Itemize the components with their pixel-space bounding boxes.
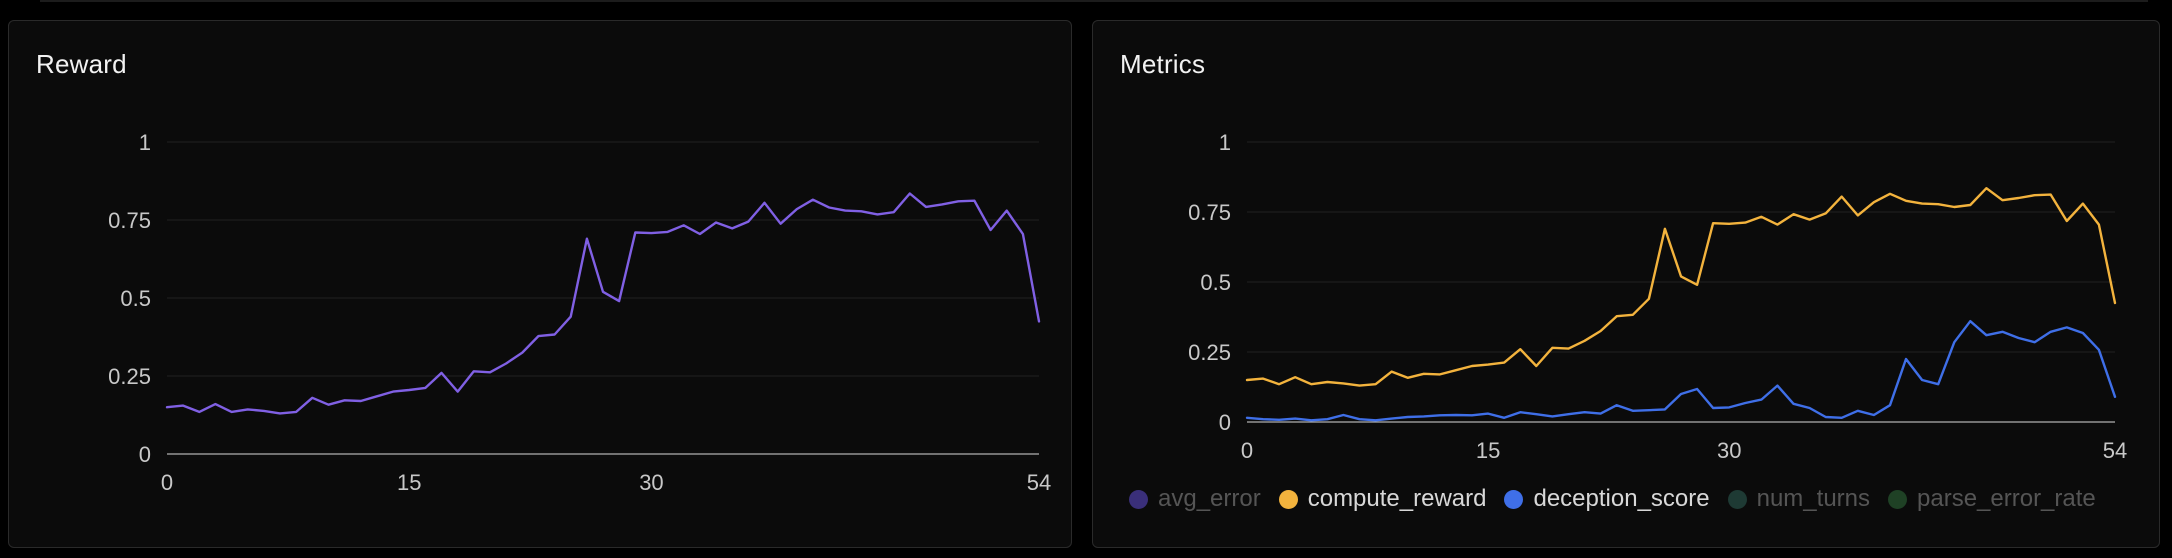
reward-panel-title: Reward [36,49,127,79]
top-divider [40,0,2148,2]
metrics-panel: Metrics 0 0.25 0.5 0.75 1 0 15 30 54 avg_error c… [1092,20,2160,548]
series-line-compute-reward [1245,186,2117,387]
legend-label: num_turns [1756,485,1870,512]
y-tick-label: 0.25 [108,364,151,389]
metrics-legend: avg_error compute_reward deception_score… [1129,485,2096,513]
reward-chart[interactable]: 0 0.25 0.5 0.75 1 0 15 30 54 [9,21,1071,547]
metrics-panel-title: Metrics [1120,49,1206,79]
y-tick-label: 1 [1219,130,1231,155]
series-line [165,192,1041,415]
x-tick-label: 54 [2103,438,2127,463]
x-tick-label: 15 [397,470,421,495]
reward-panel: Reward 0 0.25 0.5 0.75 1 0 15 30 54 [8,20,1072,548]
y-tick-label: 0.75 [1188,200,1231,225]
x-tick-label: 30 [639,470,663,495]
y-tick-label: 0.5 [120,286,151,311]
x-tick-label: 54 [1027,470,1051,495]
y-tick-label: 0.75 [108,208,151,233]
y-tick-label: 0.25 [1188,340,1231,365]
legend-label: compute_reward [1307,485,1487,512]
metrics-chart[interactable]: 0 0.25 0.5 0.75 1 0 15 30 54 [1093,21,2159,547]
legend-dot-icon [1888,489,1907,509]
y-tick-label: 0.5 [1200,270,1231,295]
legend-item-avg-error[interactable]: avg_error [1129,485,1261,513]
x-tick-label: 0 [161,470,173,495]
x-tick-label: 0 [1241,438,1253,463]
series-line-deception-score [1245,320,2117,422]
legend-dot-icon [1727,489,1747,509]
legend-dot-icon [1504,489,1524,509]
legend-item-compute-reward[interactable]: compute_reward [1278,485,1487,513]
legend-item-parse-error-rate[interactable]: parse_error_rate [1888,485,2096,513]
legend-dot-icon [1278,489,1298,509]
legend-label: parse_error_rate [1917,485,2096,512]
legend-label: avg_error [1158,485,1261,512]
y-tick-label: 1 [139,130,151,155]
legend-label: deception_score [1533,485,1710,512]
x-tick-label: 30 [1717,438,1741,463]
legend-item-deception-score[interactable]: deception_score [1504,485,1710,513]
x-tick-label: 15 [1476,438,1500,463]
y-tick-label: 0 [1219,410,1231,435]
legend-dot-icon [1129,489,1148,509]
y-tick-label: 0 [139,442,151,467]
legend-item-num-turns[interactable]: num_turns [1727,485,1870,513]
